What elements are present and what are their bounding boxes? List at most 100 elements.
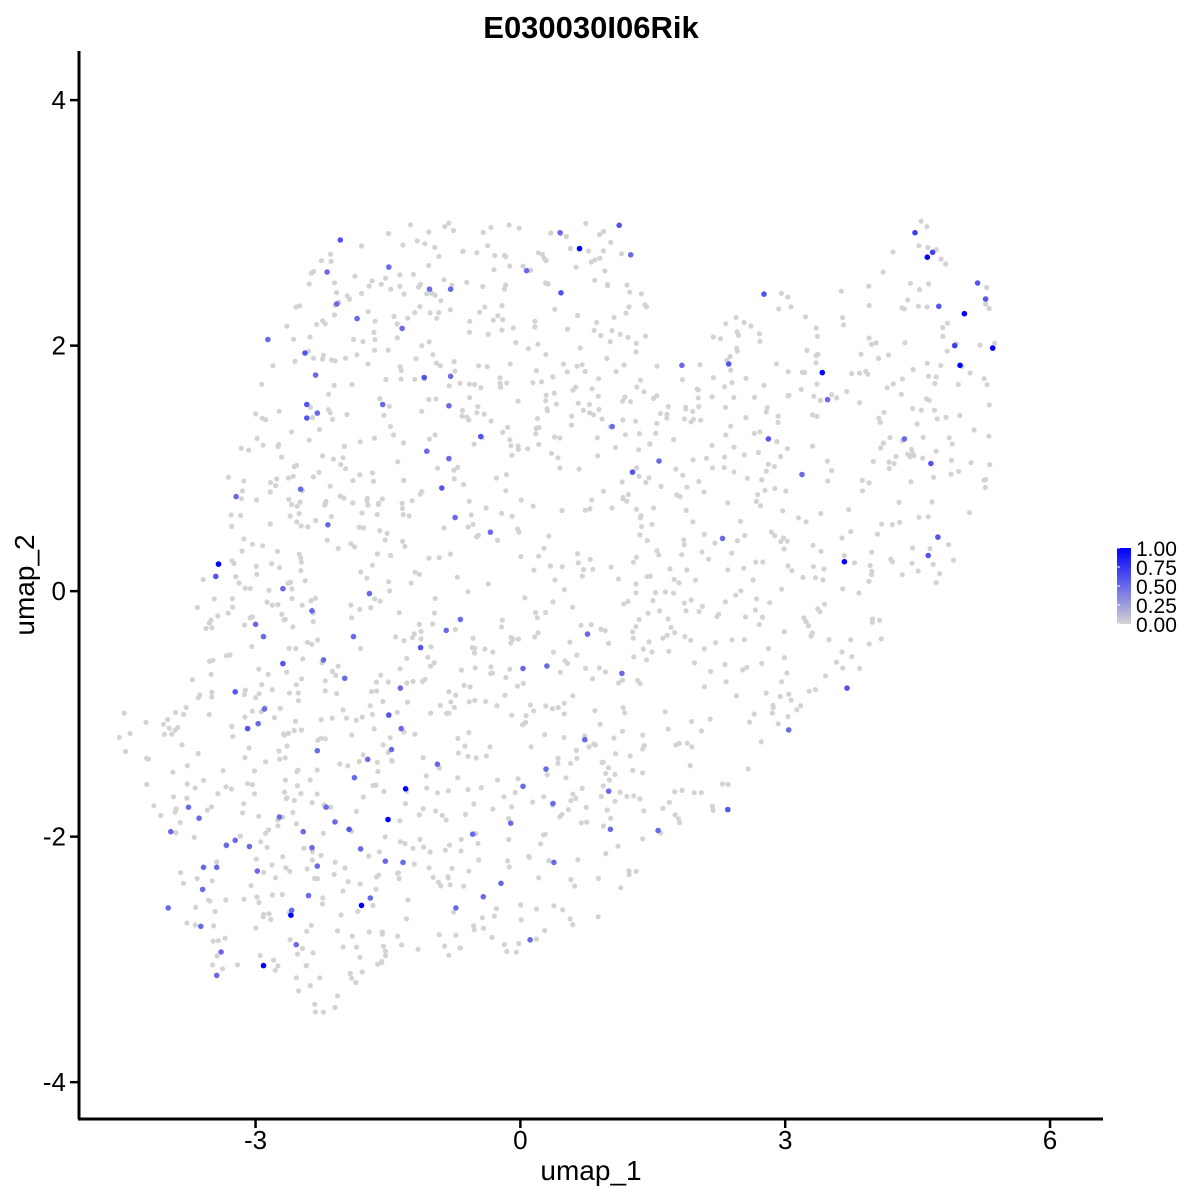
background-point — [538, 379, 545, 385]
background-point — [866, 283, 872, 289]
background-point — [441, 525, 447, 531]
background-point — [286, 645, 292, 651]
background-point — [676, 580, 682, 586]
background-point — [464, 414, 470, 420]
background-point — [122, 748, 129, 755]
colorbar-label: 0.00 — [1136, 614, 1177, 637]
background-point — [380, 943, 386, 949]
background-point — [249, 541, 256, 547]
background-point — [499, 327, 505, 333]
background-point — [340, 455, 346, 461]
background-point — [573, 264, 579, 270]
background-point — [399, 500, 405, 506]
background-point — [253, 411, 259, 417]
background-point — [565, 807, 571, 813]
expressing-point — [520, 665, 526, 672]
background-point — [434, 465, 441, 471]
background-point — [161, 731, 168, 738]
background-point — [418, 628, 424, 635]
background-point — [298, 791, 304, 797]
background-point — [462, 811, 469, 818]
background-point — [158, 812, 164, 819]
background-point — [356, 524, 362, 530]
background-point — [625, 334, 631, 340]
background-point — [866, 578, 872, 585]
background-point — [570, 791, 576, 797]
background-point — [369, 278, 375, 284]
expressing-point — [366, 590, 373, 597]
background-point — [454, 574, 460, 580]
background-point — [633, 581, 639, 587]
expressing-point — [309, 608, 315, 614]
expressing-point — [309, 844, 315, 851]
background-point — [727, 353, 733, 360]
background-point — [703, 455, 710, 461]
background-point — [464, 279, 470, 285]
background-point — [530, 503, 536, 509]
background-point — [925, 514, 931, 520]
background-point — [282, 789, 288, 795]
background-point — [620, 417, 626, 423]
background-point — [754, 596, 760, 602]
background-point — [382, 953, 389, 959]
colorbar-label: 0.75 — [1136, 557, 1177, 580]
background-point — [319, 356, 326, 362]
background-point — [349, 732, 355, 738]
background-point — [192, 922, 198, 928]
background-point — [750, 577, 756, 583]
background-point — [489, 670, 496, 676]
background-point — [267, 479, 274, 486]
background-point — [290, 624, 296, 630]
expressing-point — [799, 471, 805, 478]
background-point — [589, 497, 595, 503]
background-point — [775, 419, 781, 425]
background-point — [257, 952, 263, 959]
background-point — [388, 552, 394, 559]
background-point — [525, 446, 531, 452]
background-point — [658, 483, 664, 489]
background-point — [263, 417, 269, 423]
background-point — [466, 699, 472, 705]
background-point — [763, 468, 770, 474]
background-point — [841, 322, 847, 328]
expressing-point — [901, 436, 908, 442]
background-point — [644, 537, 650, 544]
background-point — [887, 435, 893, 441]
background-point — [306, 437, 312, 443]
background-point — [909, 560, 915, 567]
background-point — [596, 376, 602, 382]
background-point — [530, 380, 536, 386]
background-point — [848, 529, 854, 535]
background-point — [986, 305, 992, 312]
background-point — [247, 585, 253, 592]
expressing-point — [725, 806, 731, 813]
expressing-point — [199, 886, 206, 893]
background-point — [457, 945, 463, 951]
background-point — [373, 679, 379, 685]
background-point — [328, 804, 334, 810]
background-point — [385, 347, 391, 353]
background-point — [504, 380, 510, 386]
background-point — [497, 380, 503, 387]
background-point — [371, 726, 377, 732]
background-point — [460, 248, 466, 254]
background-point — [759, 614, 766, 620]
background-point — [263, 759, 269, 765]
background-point — [400, 538, 406, 545]
background-point — [398, 367, 404, 374]
background-point — [916, 514, 922, 520]
background-point — [590, 676, 596, 682]
background-point — [285, 580, 291, 586]
background-point — [310, 355, 317, 361]
background-point — [300, 656, 306, 662]
background-point — [688, 718, 695, 725]
expressing-point — [655, 827, 661, 834]
background-point — [575, 857, 581, 863]
background-point — [514, 683, 521, 689]
background-point — [302, 578, 308, 584]
background-point — [493, 475, 499, 481]
y-axis-title: umap_2 — [9, 534, 40, 635]
expressing-point — [397, 685, 404, 691]
background-point — [623, 310, 629, 316]
background-point — [246, 745, 252, 751]
